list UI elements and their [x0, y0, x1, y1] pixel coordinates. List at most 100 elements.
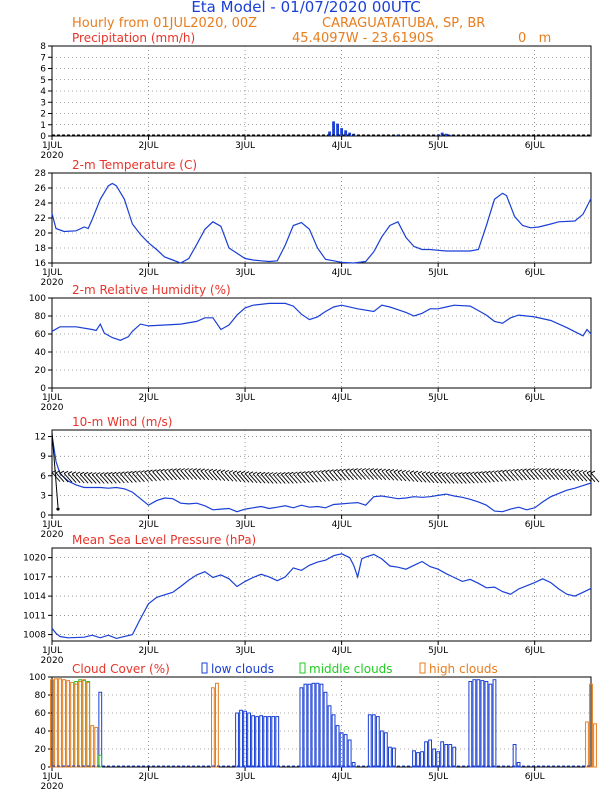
wind-barb	[413, 470, 423, 483]
wind-barb	[317, 470, 326, 482]
wind-y-tick-label: 0	[40, 511, 46, 521]
wind-barb	[353, 468, 363, 480]
wind-barb	[91, 472, 101, 484]
wind-barb	[284, 471, 294, 484]
high-cloud-bar	[70, 681, 75, 768]
precipitation-y-tick-label: 3	[40, 98, 46, 108]
wind-barb	[373, 468, 383, 480]
temperature-series-line	[51, 182, 592, 264]
temperature-y-tick-label: 18	[35, 244, 47, 254]
cloud-cover-x-year-label: 2020	[41, 782, 64, 792]
wind-x-tick-label: 2JUL	[139, 520, 159, 530]
cloud-cover-y-tick-label: 80	[35, 691, 47, 701]
pressure-frame	[51, 547, 592, 642]
precipitation-x-tick-label: 1JUL	[42, 141, 62, 151]
low-cloud-bar	[255, 716, 260, 768]
pressure-x-year-label: 2020	[41, 656, 64, 666]
cloud-cover-panel: low clouds middle clouds high clouds 0 20…	[29, 662, 597, 792]
low-clouds-legend-swatch	[201, 662, 208, 674]
high-clouds-legend-label: high clouds	[429, 662, 498, 676]
wind-barb	[574, 469, 584, 482]
wind-barb	[441, 472, 451, 484]
wind-barb	[204, 468, 214, 481]
humidity-y-tick-label: 20	[35, 366, 47, 376]
precipitation-y-tick-label: 6	[40, 65, 46, 75]
high-cloud-bar	[90, 725, 95, 768]
wind-barb	[188, 468, 198, 480]
high-cloud-bar	[86, 681, 91, 768]
humidity-x-tick-label: 4JUL	[332, 393, 352, 403]
wind-barb	[107, 471, 117, 484]
wind-barb	[377, 468, 387, 481]
wind-barb	[494, 470, 503, 482]
low-cloud-bar	[251, 715, 256, 768]
low-cloud-bar	[379, 730, 384, 768]
wind-barb	[256, 471, 266, 484]
wind-barb	[232, 470, 242, 483]
wind-barb	[389, 469, 399, 481]
precip-bar	[332, 121, 335, 136]
wind-barb	[329, 469, 338, 481]
precipitation-y-tick-label: 2	[40, 110, 46, 120]
low-cloud-bar	[420, 751, 424, 768]
low-cloud-bar	[247, 712, 252, 768]
wind-barb	[461, 471, 471, 484]
low-cloud-bar	[307, 683, 312, 768]
wind-barb	[276, 472, 286, 484]
humidity-y-tick-label: 40	[35, 348, 47, 358]
high-cloud-bar	[74, 683, 79, 768]
low-cloud-bar	[452, 746, 457, 768]
cloud-legend: low clouds middle clouds high clouds	[201, 662, 498, 676]
wind-barb	[478, 471, 487, 483]
cloud-cover-x-tick-label: 5JUL	[428, 772, 448, 782]
wind-barb	[562, 468, 572, 481]
precipitation-y-tick-label: 5	[40, 76, 46, 86]
pressure-x-tick-label: 5JUL	[428, 646, 448, 656]
high-cloud-bar	[54, 678, 58, 768]
wind-barb	[172, 468, 182, 480]
wind-barb	[313, 470, 322, 483]
wind-barb	[305, 470, 314, 483]
wind-barb	[566, 469, 576, 481]
wind-y-tick-label: 12	[35, 433, 46, 443]
wind-x-tick-label: 6JUL	[525, 520, 545, 530]
wind-barb	[457, 472, 467, 484]
low-cloud-bar	[428, 739, 433, 768]
low-cloud-bar	[331, 714, 336, 768]
pressure-x-tick-label: 6JUL	[525, 646, 545, 656]
precipitation-y-tick-label: 4	[40, 87, 46, 97]
pressure-x-tick-label: 1JUL	[42, 646, 62, 656]
cloud-cover-y-tick-label: 20	[35, 745, 47, 755]
wind-barb	[586, 470, 596, 483]
wind-barb	[570, 469, 580, 481]
precipitation-panel-title: Precipitation (mm/h)	[72, 31, 195, 45]
pressure-x-tick-label: 3JUL	[235, 646, 255, 656]
wind-barb	[514, 468, 523, 481]
cloud-cover-x-tick-label: 3JUL	[235, 772, 255, 782]
wind-x-year-label: 2020	[41, 530, 64, 540]
wind-barb	[75, 471, 85, 484]
wind-barb	[168, 468, 177, 481]
wind-barb	[558, 468, 568, 481]
wind-barb	[128, 470, 137, 483]
low-cloud-bar	[391, 747, 396, 768]
low-cloud-bar	[412, 750, 416, 768]
wind-barb	[506, 469, 515, 481]
cloud-cover-x-tick-label: 6JUL	[525, 772, 545, 782]
humidity-y-tick-label: 100	[29, 294, 46, 304]
low-cloud-bar	[436, 751, 441, 768]
precipitation-y-tick-label: 8	[40, 42, 46, 52]
temperature-x-tick-label: 2JUL	[139, 268, 159, 278]
wind-barb	[429, 471, 439, 484]
low-cloud-bar	[480, 680, 485, 768]
wind-barb	[67, 471, 77, 483]
temperature-y-tick-label: 24	[35, 199, 47, 209]
wind-barb	[530, 468, 540, 480]
wind-barb	[111, 471, 121, 484]
temperature-x-year-label: 2020	[41, 278, 64, 288]
precip-bar	[444, 133, 448, 136]
wind-barb	[212, 469, 222, 481]
humidity-x-year-label: 2020	[41, 403, 64, 413]
high-cloud-bar	[94, 726, 99, 768]
